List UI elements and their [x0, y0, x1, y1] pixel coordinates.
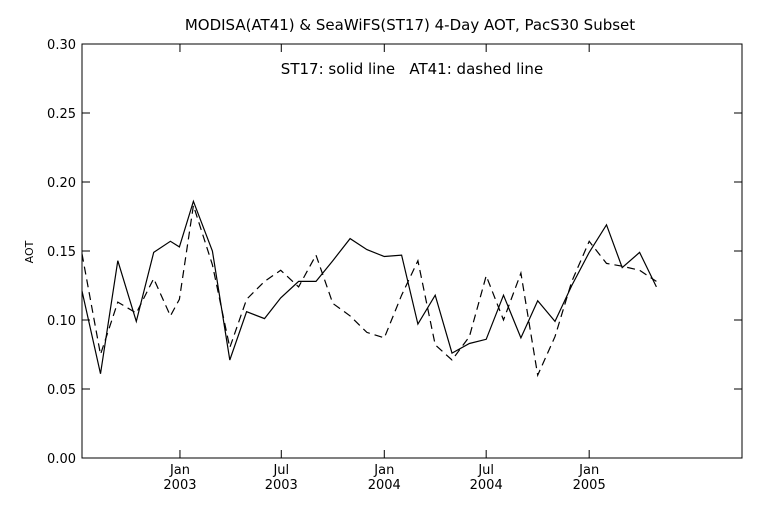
x-tick-month-label: Jul — [272, 463, 289, 478]
x-tick-year-label: 2003 — [265, 478, 298, 493]
y-tick-label: 0.20 — [47, 176, 76, 191]
plot-frame — [81, 43, 743, 459]
series-line-at41 — [81, 205, 657, 378]
x-tick-month-label: Jan — [373, 463, 394, 478]
x-tick-year-label: 2003 — [163, 478, 196, 493]
y-tick-label: 0.10 — [47, 314, 76, 329]
y-tick-label: 0.25 — [47, 107, 76, 122]
y-axis-label: AOT — [23, 240, 36, 263]
series-line-st17 — [81, 199, 657, 374]
legend-annotation: ST17: solid line AT41: dashed line — [281, 60, 543, 78]
chart-title: MODISA(AT41) & SeaWiFS(ST17) 4-Day AOT, … — [185, 16, 635, 34]
x-tick-year-label: 2005 — [573, 478, 606, 493]
x-tick-month-label: Jan — [169, 463, 190, 478]
x-tick-year-label: 2004 — [368, 478, 401, 493]
x-tick-month-label: Jul — [477, 463, 494, 478]
axis-ticks: 0.000.050.100.150.200.250.30Jan2003Jul20… — [47, 38, 742, 493]
y-tick-label: 0.05 — [47, 383, 76, 398]
y-tick-label: 0.00 — [47, 452, 76, 467]
x-tick-year-label: 2004 — [470, 478, 503, 493]
y-tick-label: 0.15 — [47, 245, 76, 260]
y-tick-label: 0.30 — [47, 38, 76, 53]
series-group — [81, 199, 657, 378]
x-tick-month-label: Jan — [578, 463, 599, 478]
